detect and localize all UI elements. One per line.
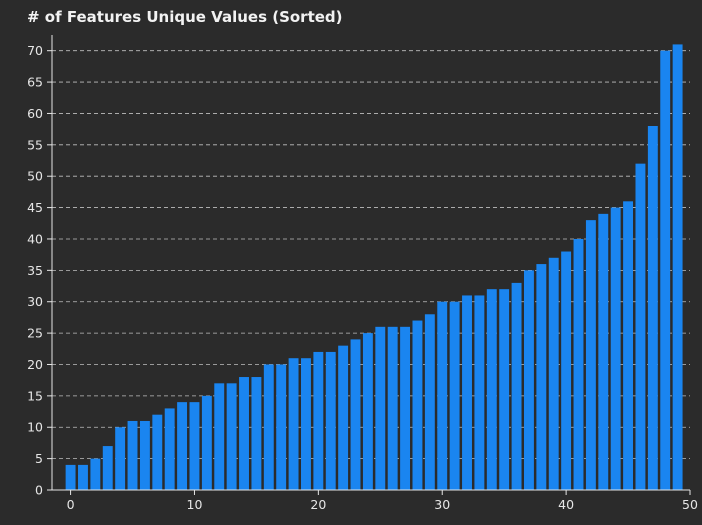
bar <box>548 257 559 490</box>
bar <box>499 289 510 490</box>
bar <box>623 201 634 490</box>
bar <box>449 301 460 490</box>
y-tick-label: 55 <box>27 137 43 152</box>
y-tick-label: 10 <box>27 420 43 435</box>
bar <box>177 402 188 490</box>
bar <box>338 345 349 490</box>
bar <box>412 320 423 490</box>
y-tick-label: 0 <box>35 483 43 498</box>
bar <box>152 414 163 490</box>
y-tick-label: 35 <box>27 263 43 278</box>
bar <box>387 326 398 490</box>
bar <box>201 395 212 490</box>
bar <box>647 126 658 490</box>
bar <box>288 358 299 490</box>
bar <box>127 420 138 490</box>
y-tick-label: 65 <box>27 75 43 90</box>
y-tick-label: 50 <box>27 169 43 184</box>
bar <box>573 238 584 490</box>
y-tick-label: 5 <box>35 451 43 466</box>
y-tick-label: 45 <box>27 200 43 215</box>
bar <box>139 420 150 490</box>
y-tick-label: 70 <box>27 43 43 58</box>
x-tick-label: 20 <box>310 497 326 512</box>
bar <box>102 446 113 490</box>
bar <box>301 358 311 490</box>
bar <box>239 377 249 490</box>
bar <box>486 289 497 490</box>
bar <box>437 301 448 490</box>
x-tick-label: 0 <box>67 497 75 512</box>
y-tick-label: 15 <box>27 388 43 403</box>
bar <box>325 351 336 490</box>
x-tick-label: 50 <box>682 497 698 512</box>
bar <box>115 427 126 490</box>
y-tick-label: 20 <box>27 357 43 372</box>
bar <box>362 333 373 490</box>
x-tick-label: 10 <box>187 497 203 512</box>
bar <box>226 383 237 490</box>
bar <box>511 282 522 490</box>
chart-title: # of Features Unique Values (Sorted) <box>27 8 343 26</box>
bar <box>276 364 287 490</box>
bar <box>523 270 534 490</box>
bar <box>585 220 596 490</box>
bar <box>660 50 671 490</box>
bar <box>164 408 175 490</box>
bar <box>65 464 76 490</box>
bars-layer <box>65 44 683 491</box>
bar <box>90 458 101 490</box>
y-tick-label: 60 <box>27 106 43 121</box>
bar <box>462 295 472 490</box>
y-tick-label: 40 <box>27 231 43 246</box>
bar <box>313 351 324 490</box>
bar <box>78 464 88 490</box>
axis-layer: 0 5 10 15 20 25 30 35 40 45 50 55 60 65 70 0 10 20 30 40 50 <box>27 35 698 512</box>
bar <box>251 377 262 490</box>
bar <box>400 326 411 490</box>
bar <box>610 207 621 490</box>
y-tick-label: 25 <box>27 326 43 341</box>
bar <box>214 383 225 490</box>
y-tick-label: 30 <box>27 294 43 309</box>
bar <box>536 264 547 490</box>
bar <box>263 364 274 490</box>
x-tick-label: 30 <box>434 497 450 512</box>
bar <box>350 339 361 490</box>
bar <box>375 326 386 490</box>
bar <box>672 44 683 491</box>
bar <box>424 314 435 490</box>
bar <box>474 295 485 490</box>
bar <box>598 213 609 491</box>
bar <box>635 163 646 491</box>
bar <box>561 251 572 490</box>
x-tick-label: 40 <box>558 497 574 512</box>
bar <box>189 402 200 490</box>
